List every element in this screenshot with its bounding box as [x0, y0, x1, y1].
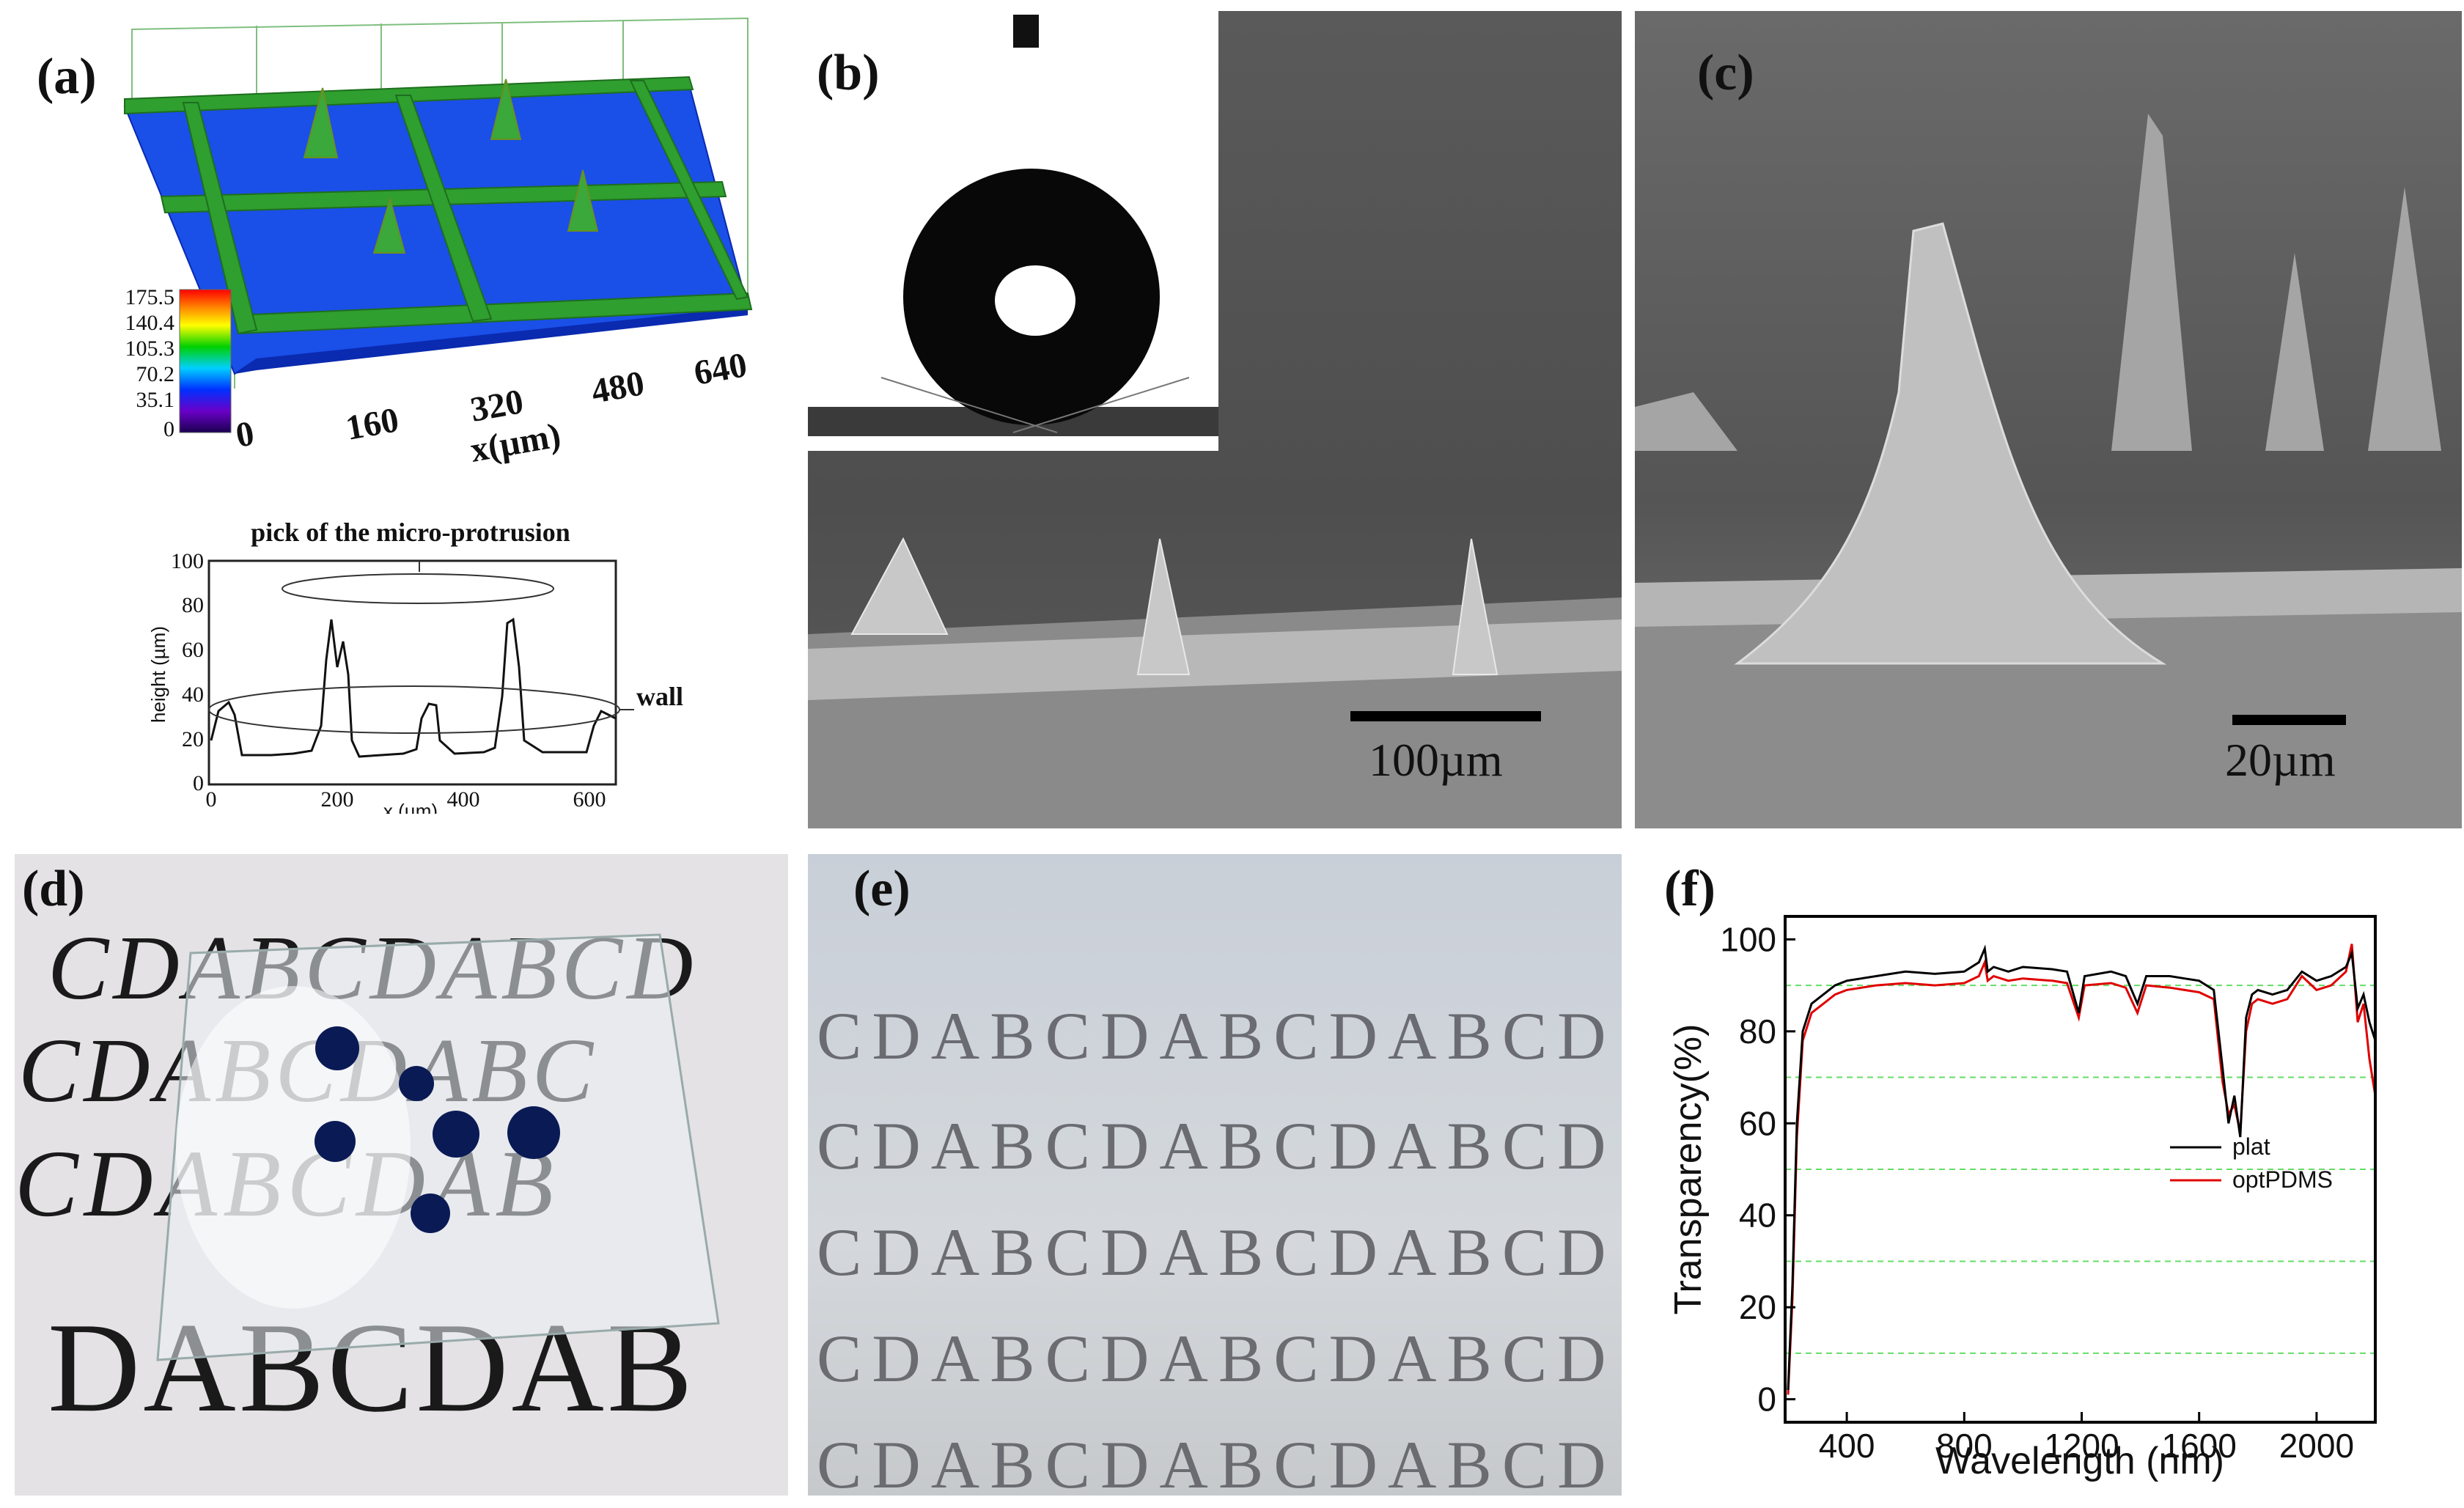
letters-e-row-1: CDABCDABCDABCD [817, 998, 1617, 1073]
y-tick-label: 60 [1739, 1104, 1776, 1142]
x-tick-label: 1600 [2162, 1427, 2237, 1465]
y-tick-label: 40 [1739, 1196, 1776, 1235]
panel-c-label: (c) [1697, 45, 1754, 101]
panel-c: (c) 20µm [1635, 11, 2462, 828]
profile-y-tick: 100 [171, 549, 204, 573]
series-line-plat [1787, 944, 2377, 1391]
x-tick-label: 1200 [2044, 1427, 2119, 1465]
profile-y-tick: 60 [182, 638, 204, 662]
letters-e-row-3: CDABCDABCDABCD [817, 1215, 1617, 1290]
profile-y-label: height (µm) [147, 626, 169, 723]
profile-x-tick: 0 [206, 787, 217, 812]
profile-x-tick: 400 [447, 787, 480, 812]
x-tick: 160 [343, 400, 402, 448]
water-droplet [433, 1111, 479, 1158]
x-tick-label: 800 [1936, 1427, 1993, 1465]
scale-bar-b [1350, 711, 1541, 721]
letters-e-row-5: CDABCDABCDABCD [817, 1427, 1617, 1496]
y-tick-label: 20 [1739, 1288, 1776, 1326]
y-tick-label: 100 [1720, 920, 1776, 958]
colorbar-tick: 35.1 [136, 388, 175, 412]
x-tick: 320 [468, 382, 526, 430]
colorbar [179, 289, 232, 433]
transparency-chart: 0 20 40 60 80 100 400 800 1200 1600 2000 Wavelengt… [1667, 915, 2377, 1482]
x-tick-label: 400 [1819, 1427, 1875, 1465]
micro-cone [1734, 222, 2167, 665]
y-tick-label: 0 [1757, 1380, 1776, 1419]
panel-a: (a) [15, 7, 792, 814]
water-droplet [315, 1026, 359, 1070]
water-droplet [507, 1106, 560, 1159]
legend: plat optPDMS [2170, 1133, 2333, 1193]
colorbar-tick: 140.4 [125, 311, 175, 335]
panel-f: (f) 0 20 40 60 80 100 400 800 1200 1600 2000 Wavel… [1635, 854, 2462, 1499]
pdms-slide [156, 933, 720, 1361]
panel-d-label: (d) [22, 861, 85, 917]
panel-f-label: (f) [1664, 861, 1715, 917]
legend-label-plat: plat [2232, 1133, 2270, 1160]
x-tick: 480 [589, 364, 647, 411]
water-droplet [411, 1193, 450, 1233]
colorbar-tick: 105.3 [125, 336, 175, 361]
scale-bar-c [2232, 715, 2346, 725]
peak-ellipse [282, 573, 554, 604]
scale-bar-label-c: 20µm [2225, 734, 2336, 786]
profile-y-tick: 0 [193, 771, 204, 795]
panel-a-label: (a) [37, 48, 97, 105]
legend-label-optpdms: optPDMS [2232, 1166, 2333, 1193]
panel-d: CDABCDABCD CDABCDABC CDABCDAB DABCDAB (d… [15, 854, 788, 1496]
profile-y-tick: 20 [182, 727, 204, 751]
profile-title: pick of the micro-protrusion [251, 518, 570, 547]
sem-image-c [1635, 114, 2462, 828]
letters-e-row-4: CDABCDABCDABCD [817, 1321, 1617, 1396]
panel-b-label: (b) [817, 45, 880, 101]
profile-x-tick: 200 [321, 787, 354, 812]
profile-axes [207, 559, 617, 786]
water-droplet [315, 1121, 356, 1162]
y-tick-label: 80 [1739, 1012, 1776, 1051]
panel-e: CDABCDABCDABCD CDABCDABCDABCD CDABCDABCD… [808, 854, 1622, 1496]
profile-x-label: x (µm) [383, 800, 438, 814]
y-axis-label: Transparency(%) [1667, 1024, 1710, 1315]
wall-ellipse [208, 685, 620, 734]
series-line-optpdms [1787, 944, 2377, 1395]
panel-b: (b) 100µm [808, 11, 1622, 828]
surface-3d-plot: 175.5 140.4 105.3 70.2 35.1 0 0 160 320 … [123, 17, 753, 470]
wall-label: wall [636, 682, 683, 711]
x-tick: 0 [233, 413, 257, 455]
water-droplet [399, 1066, 434, 1101]
colorbar-tick: 175.5 [125, 285, 175, 309]
colorbar-tick: 0 [163, 417, 174, 441]
profile-y-tick: 80 [182, 593, 204, 617]
profile-line [210, 617, 617, 758]
profile-x-tick: 600 [573, 787, 606, 812]
scale-bar-label-b: 100µm [1369, 734, 1503, 786]
profile-y-tick: 40 [182, 683, 204, 707]
x-tick: 640 [691, 345, 750, 393]
colorbar-tick: 70.2 [136, 362, 175, 386]
chart-axes [1784, 915, 2377, 1424]
x-axis-label: Wavelength (nm) [1935, 1440, 2224, 1482]
x-tick-label: 2000 [2279, 1427, 2354, 1465]
panel-e-label: (e) [853, 861, 911, 917]
letters-e-row-2: CDABCDABCDABCD [817, 1108, 1617, 1183]
sem-image-b [808, 11, 1622, 828]
height-profile-plot: pick of the micro-protrusion 100 80 60 4… [147, 518, 683, 814]
